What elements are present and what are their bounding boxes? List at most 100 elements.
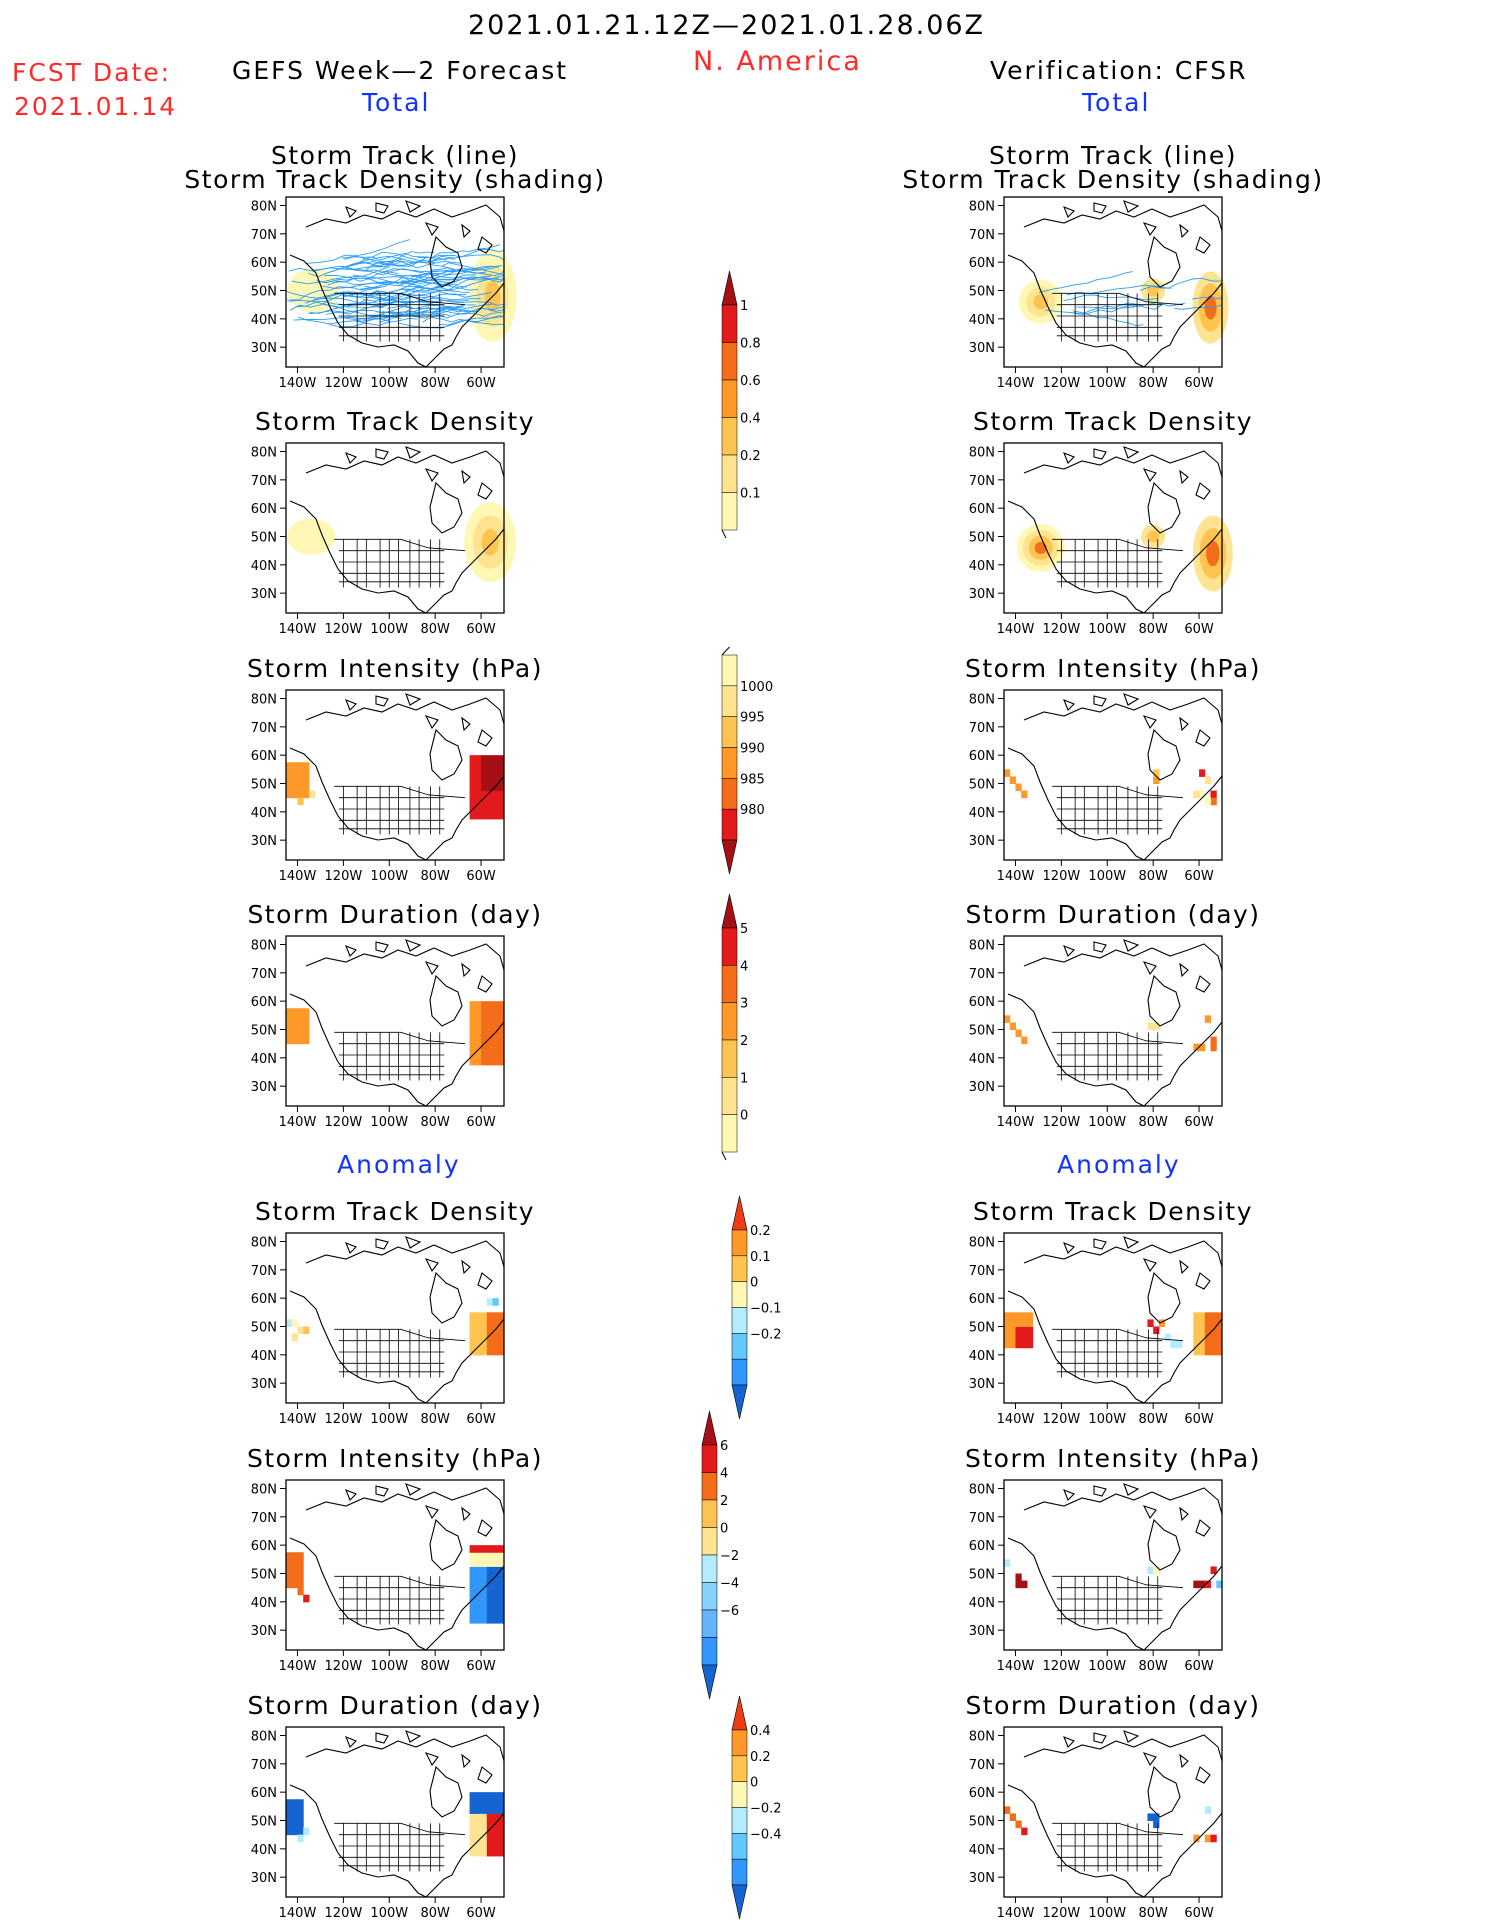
heatmap-cell bbox=[498, 769, 505, 777]
panel-title: Storm Track Density bbox=[972, 407, 1254, 436]
heatmap-cell bbox=[492, 1545, 499, 1553]
heatmap-cell bbox=[297, 1799, 304, 1807]
y-tick-label: 80N bbox=[251, 1730, 277, 1745]
y-tick-label: 30N bbox=[251, 1080, 277, 1095]
heatmap-cell bbox=[303, 769, 310, 777]
y-tick-label: 50N bbox=[969, 1024, 995, 1039]
us-state-borders bbox=[334, 1031, 466, 1081]
density-shading bbox=[1018, 279, 1063, 324]
heatmap-cell bbox=[1204, 1347, 1212, 1356]
colorbar-label: 4 bbox=[740, 959, 748, 974]
heatmap-cell bbox=[1004, 1015, 1011, 1023]
heatmap-cell bbox=[286, 1813, 293, 1821]
heatmap-cell bbox=[481, 1559, 488, 1567]
x-tick-label: 100W bbox=[370, 1115, 408, 1130]
heatmap-cell bbox=[475, 769, 482, 777]
x-tick-label: 120W bbox=[325, 1115, 363, 1130]
heatmap-cell bbox=[486, 1298, 494, 1306]
colorbar-segment bbox=[731, 1307, 748, 1334]
heatmap-cell bbox=[498, 1806, 505, 1814]
heatmap-cell bbox=[492, 1827, 499, 1836]
x-tick-label: 140W bbox=[997, 869, 1035, 884]
heatmap-cell bbox=[303, 790, 310, 799]
storm-track bbox=[1076, 302, 1185, 309]
heatmap-cell bbox=[475, 1022, 482, 1030]
colorbar-segment bbox=[721, 454, 738, 493]
heatmap-cell bbox=[286, 1559, 293, 1567]
storm-track bbox=[432, 272, 505, 291]
y-tick-label: 60N bbox=[969, 1539, 995, 1554]
colorbar-segment bbox=[731, 1229, 748, 1257]
y-tick-label: 70N bbox=[969, 228, 995, 243]
colorbar-segment bbox=[701, 1554, 718, 1583]
heatmap-cell bbox=[1204, 797, 1212, 806]
colorbar-label: 0.2 bbox=[750, 1224, 771, 1239]
heatmap-cell bbox=[486, 1326, 494, 1335]
y-tick-label: 70N bbox=[969, 721, 995, 736]
heatmap-cell bbox=[492, 1580, 499, 1589]
storm-track bbox=[370, 299, 469, 308]
heatmap-cell bbox=[498, 1326, 505, 1335]
heatmap-cell bbox=[486, 797, 494, 806]
heatmap-cell bbox=[498, 804, 505, 813]
heatmap-cell bbox=[469, 790, 476, 799]
heatmap-cell bbox=[297, 1827, 304, 1836]
storm-track bbox=[335, 291, 427, 301]
map-coastlines bbox=[1007, 693, 1223, 861]
heatmap-cell bbox=[291, 1813, 298, 1821]
colorbar-segment bbox=[721, 1002, 738, 1041]
heatmap-cell bbox=[486, 1545, 494, 1553]
heatmap-cell bbox=[1153, 1813, 1160, 1821]
heatmap-cell bbox=[481, 1580, 488, 1589]
verification-anomaly-label: Anomaly bbox=[1057, 1150, 1181, 1179]
storm-track bbox=[359, 251, 435, 265]
heatmap-cell bbox=[498, 1029, 505, 1038]
heatmap-cell bbox=[303, 1827, 310, 1836]
heatmap-cell bbox=[475, 1552, 482, 1560]
heatmap-cell bbox=[492, 1022, 499, 1030]
colorbar-segment bbox=[721, 1114, 738, 1153]
heatmap-cell bbox=[481, 1587, 488, 1596]
x-tick-label: 140W bbox=[997, 1906, 1035, 1921]
colorbar-segment bbox=[731, 1858, 748, 1886]
heatmap-cell bbox=[481, 1312, 488, 1320]
heatmap-cell bbox=[1021, 1827, 1028, 1836]
heatmap-cell bbox=[481, 1799, 488, 1807]
heatmap-cell bbox=[498, 1792, 505, 1800]
heatmap-cell bbox=[469, 1792, 476, 1800]
storm-track bbox=[414, 276, 505, 290]
heatmap-cell bbox=[481, 1848, 488, 1857]
heatmap-cells bbox=[286, 1298, 505, 1356]
heatmap-cell bbox=[1009, 1022, 1016, 1030]
heatmap-cell bbox=[469, 1057, 476, 1066]
colorbar-stem-bottom bbox=[721, 1151, 727, 1161]
x-tick-label: 80W bbox=[1138, 869, 1168, 884]
heatmap-cell bbox=[297, 1559, 304, 1567]
y-tick-label: 60N bbox=[969, 256, 995, 271]
heatmap-cell bbox=[297, 1552, 304, 1560]
colorbar-segment bbox=[721, 965, 738, 1003]
heatmap-cell bbox=[475, 1813, 482, 1821]
storm-track bbox=[288, 263, 395, 272]
heatmap-cell bbox=[481, 776, 488, 784]
heatmap-cell bbox=[1153, 1566, 1160, 1574]
y-tick-label: 30N bbox=[251, 341, 277, 356]
heatmap-cell bbox=[498, 1827, 505, 1836]
heatmap-cell bbox=[475, 1057, 482, 1066]
heatmap-cell bbox=[469, 797, 476, 806]
heatmap-cell bbox=[492, 762, 499, 770]
heatmap-cell bbox=[1147, 1813, 1154, 1821]
heatmap-cell bbox=[1216, 1340, 1223, 1349]
y-axis-ticks: 80N 70N 60N 50N 40N 30N bbox=[251, 1730, 286, 1886]
heatmap-cell bbox=[1021, 1340, 1028, 1349]
x-tick-label: 100W bbox=[1088, 376, 1126, 391]
y-tick-label: 30N bbox=[969, 1624, 995, 1639]
colorbar-total-duration: 5 4 3 2 1 0 bbox=[721, 893, 748, 1161]
heatmap-cell bbox=[486, 1552, 494, 1560]
heatmap-cell bbox=[1216, 1333, 1223, 1342]
heatmap-cell bbox=[492, 1616, 499, 1624]
map-background bbox=[1004, 936, 1222, 1106]
y-tick-label: 60N bbox=[251, 995, 277, 1010]
storm-track bbox=[380, 265, 493, 273]
heatmap-cell bbox=[1216, 1319, 1223, 1327]
